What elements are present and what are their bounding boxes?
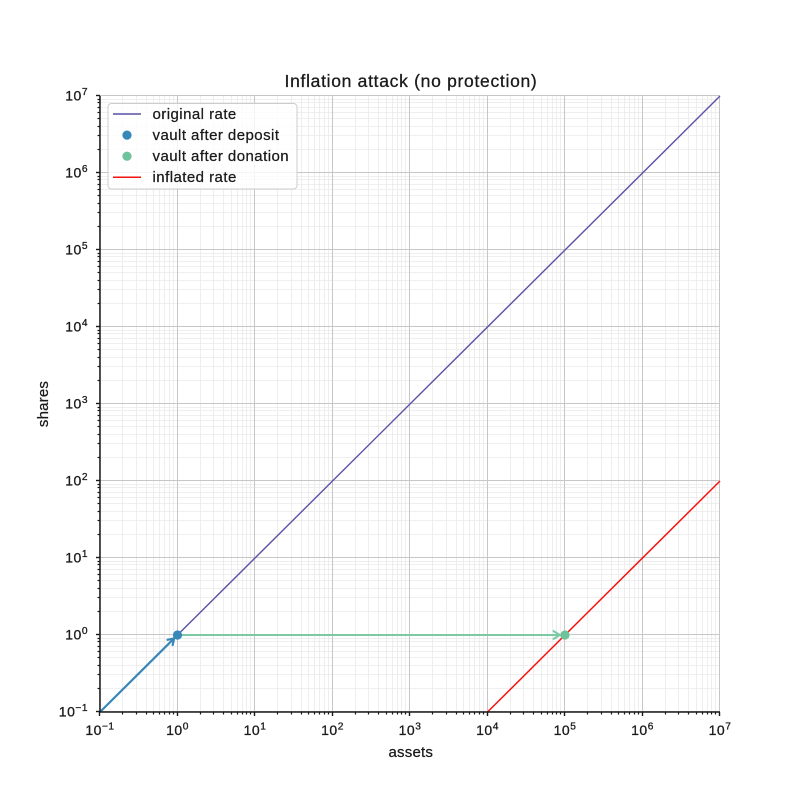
- svg-text:vault after donation: vault after donation: [153, 148, 290, 165]
- svg-text:Inflation attack (no protectio: Inflation attack (no protection): [285, 71, 538, 91]
- svg-text:assets: assets: [389, 744, 434, 761]
- svg-text:shares: shares: [35, 381, 52, 427]
- svg-text:vault after deposit: vault after deposit: [153, 127, 280, 144]
- svg-text:inflated rate: inflated rate: [153, 169, 237, 186]
- svg-text:original rate: original rate: [153, 106, 237, 123]
